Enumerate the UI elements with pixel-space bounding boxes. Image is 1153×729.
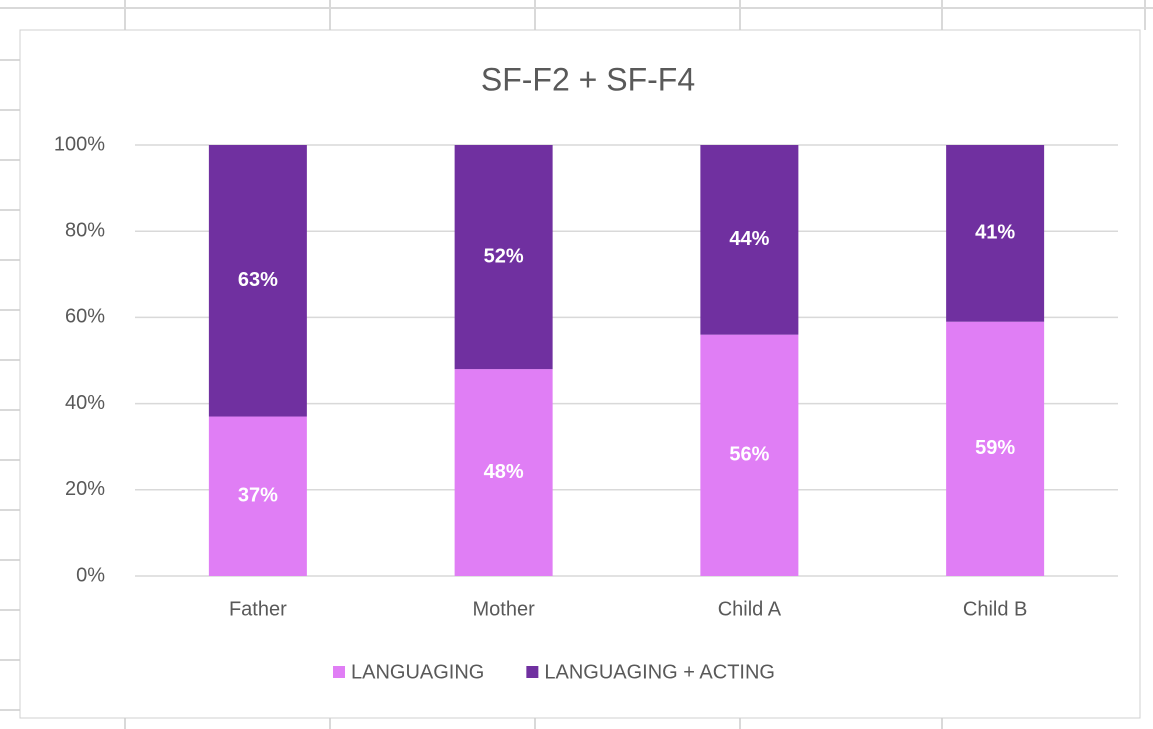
chart-title: SF-F2 + SF-F4 (481, 61, 695, 97)
bar-segment (700, 145, 799, 335)
data-label: 41% (975, 222, 1015, 244)
y-tick-label: 80% (65, 219, 105, 241)
legend-swatch (333, 666, 345, 678)
y-tick-label: 100% (54, 133, 105, 155)
bar-segment (700, 334, 799, 576)
data-label: 63% (238, 269, 278, 291)
x-tick-label: Mother (473, 598, 536, 620)
bar-segment (946, 321, 1045, 576)
bar-segment (208, 145, 307, 417)
bar-segment (208, 416, 307, 576)
data-label: 52% (484, 245, 524, 267)
bar-segment (946, 145, 1045, 322)
bar-segment (454, 145, 553, 370)
data-label: 44% (729, 228, 769, 250)
x-tick-label: Child A (718, 598, 782, 620)
x-tick-label: Father (229, 598, 287, 620)
y-tick-label: 60% (65, 306, 105, 328)
legend-label: LANGUAGING (351, 661, 484, 683)
data-label: 59% (975, 437, 1015, 459)
y-tick-label: 40% (65, 392, 105, 414)
data-label: 48% (484, 461, 524, 483)
y-tick-label: 0% (76, 564, 105, 586)
legend-swatch (526, 666, 539, 678)
bar-segment (454, 369, 553, 576)
x-tick-label: Child B (963, 598, 1027, 620)
y-tick-label: 20% (65, 478, 105, 500)
legend-label: LANGUAGING + ACTING (544, 661, 775, 683)
data-label: 56% (729, 444, 769, 466)
data-label: 37% (238, 485, 278, 507)
